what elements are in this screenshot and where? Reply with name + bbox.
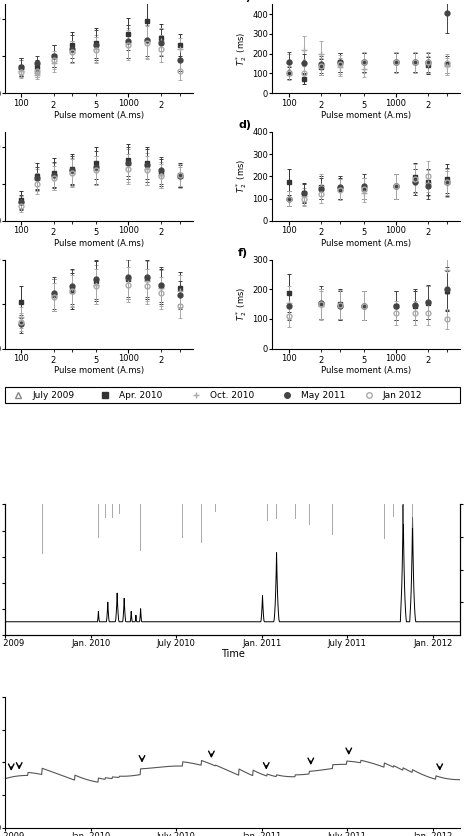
Bar	[119, 504, 120, 513]
Bar	[182, 504, 183, 538]
Text: f): f)	[238, 247, 248, 257]
Bar	[346, 504, 347, 531]
Bar	[393, 504, 394, 517]
Text: May 2011: May 2011	[301, 391, 345, 400]
Bar	[140, 504, 141, 551]
Text: b): b)	[238, 0, 251, 3]
Y-axis label: $T_2^*$ (ms): $T_2^*$ (ms)	[234, 159, 249, 193]
Bar	[332, 504, 333, 535]
Text: July 2009: July 2009	[32, 391, 74, 400]
Bar	[201, 504, 202, 543]
Bar	[360, 504, 361, 524]
X-axis label: Time: Time	[220, 650, 245, 660]
FancyBboxPatch shape	[5, 387, 460, 403]
Text: Jan 2012: Jan 2012	[383, 391, 422, 400]
Bar	[105, 504, 106, 518]
Bar	[384, 504, 385, 539]
Bar	[276, 504, 277, 519]
X-axis label: Pulse moment (A.ms): Pulse moment (A.ms)	[54, 366, 144, 375]
Bar	[412, 504, 413, 528]
Bar	[74, 504, 75, 544]
X-axis label: Pulse moment (A.ms): Pulse moment (A.ms)	[321, 111, 411, 120]
Bar	[98, 504, 99, 538]
X-axis label: Pulse moment (A.ms): Pulse moment (A.ms)	[321, 366, 411, 375]
Bar	[112, 504, 113, 518]
Bar	[403, 504, 404, 524]
Bar	[309, 504, 310, 525]
Y-axis label: $T_2^*$ (ms): $T_2^*$ (ms)	[234, 32, 249, 66]
X-axis label: Pulse moment (A.ms): Pulse moment (A.ms)	[321, 238, 411, 247]
Bar	[295, 504, 296, 519]
Bar	[215, 504, 216, 512]
Text: d): d)	[238, 120, 251, 130]
Y-axis label: $T_2^*$ (ms): $T_2^*$ (ms)	[234, 287, 249, 321]
X-axis label: Pulse moment (A.ms): Pulse moment (A.ms)	[54, 111, 144, 120]
Text: Oct. 2010: Oct. 2010	[210, 391, 254, 400]
Text: Apr. 2010: Apr. 2010	[119, 391, 162, 400]
X-axis label: Pulse moment (A.ms): Pulse moment (A.ms)	[54, 238, 144, 247]
